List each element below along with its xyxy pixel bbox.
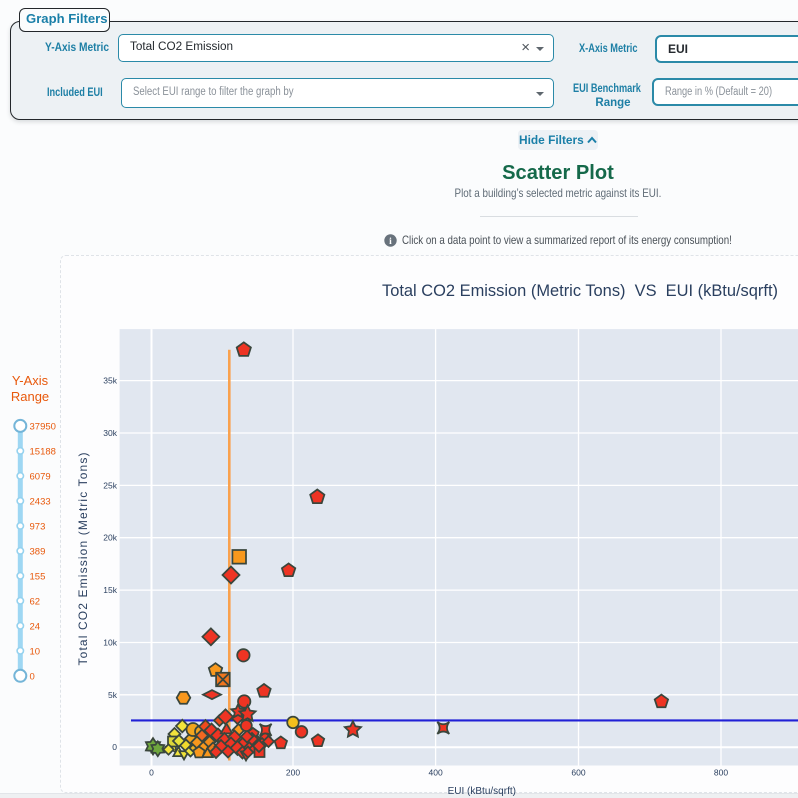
- svg-text:0: 0: [112, 742, 117, 752]
- svg-text:EUI (kBtu/sqrft): EUI (kBtu/sqrft): [448, 786, 516, 797]
- svg-text:0: 0: [149, 768, 154, 778]
- svg-text:10: 10: [30, 646, 41, 657]
- svg-text:200: 200: [286, 768, 300, 778]
- svg-text:15k: 15k: [103, 585, 117, 595]
- svg-text:5k: 5k: [108, 690, 118, 700]
- svg-text:6079: 6079: [30, 471, 51, 482]
- svg-text:10k: 10k: [103, 638, 117, 648]
- svg-text:155: 155: [30, 571, 46, 582]
- svg-text:25k: 25k: [103, 480, 117, 490]
- svg-text:Total CO2 Emission (Metric Ton: Total CO2 Emission (Metric Tons) VS EUI …: [382, 281, 778, 300]
- svg-text:973: 973: [30, 521, 46, 532]
- svg-text:i: i: [389, 237, 392, 247]
- svg-text:400: 400: [429, 768, 443, 778]
- svg-text:Total CO2 Emission (Metric Ton: Total CO2 Emission (Metric Tons): [76, 453, 90, 666]
- svg-text:389: 389: [30, 546, 46, 557]
- svg-text:20k: 20k: [103, 533, 117, 543]
- svg-text:600: 600: [571, 768, 585, 778]
- svg-text:30k: 30k: [103, 428, 117, 438]
- svg-text:37950: 37950: [30, 421, 56, 432]
- svg-text:0: 0: [30, 671, 35, 682]
- svg-text:800: 800: [714, 768, 728, 778]
- svg-text:35k: 35k: [103, 376, 117, 386]
- svg-text:2433: 2433: [30, 496, 51, 507]
- svg-text:15188: 15188: [30, 446, 56, 457]
- svg-text:24: 24: [30, 621, 41, 632]
- svg-text:62: 62: [30, 596, 41, 607]
